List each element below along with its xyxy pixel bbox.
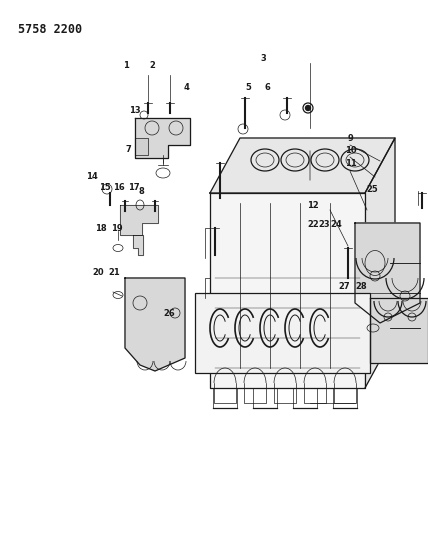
- Polygon shape: [135, 138, 148, 155]
- Text: 14: 14: [86, 173, 98, 181]
- Text: 23: 23: [318, 221, 330, 229]
- Text: 8: 8: [138, 188, 144, 196]
- Polygon shape: [370, 298, 428, 363]
- Text: 27: 27: [339, 282, 351, 291]
- Text: 16: 16: [113, 183, 125, 192]
- Text: 2: 2: [149, 61, 155, 69]
- Text: 25: 25: [366, 185, 378, 193]
- Text: 6: 6: [265, 84, 270, 92]
- Polygon shape: [125, 278, 185, 371]
- Text: 21: 21: [109, 269, 121, 277]
- Text: 3: 3: [260, 54, 266, 63]
- Text: 24: 24: [330, 221, 342, 229]
- Polygon shape: [120, 205, 158, 235]
- Text: 17: 17: [128, 183, 140, 192]
- Text: 10: 10: [345, 146, 357, 155]
- Polygon shape: [210, 193, 365, 388]
- Text: 26: 26: [163, 309, 175, 318]
- Text: 15: 15: [99, 183, 111, 192]
- Polygon shape: [135, 118, 190, 158]
- Text: 12: 12: [306, 201, 318, 209]
- Text: 11: 11: [345, 159, 357, 168]
- Text: 20: 20: [92, 269, 104, 277]
- Polygon shape: [365, 138, 395, 388]
- Text: 19: 19: [110, 224, 122, 232]
- Text: 5758 2200: 5758 2200: [18, 23, 82, 36]
- Text: 5: 5: [245, 84, 251, 92]
- Text: 9: 9: [348, 134, 354, 143]
- Text: 4: 4: [183, 84, 189, 92]
- Bar: [195, 293, 370, 373]
- Text: 1: 1: [123, 61, 129, 69]
- Text: 13: 13: [129, 107, 141, 115]
- Text: 22: 22: [308, 221, 320, 229]
- Text: 18: 18: [95, 224, 107, 232]
- Text: 7: 7: [125, 145, 131, 154]
- Polygon shape: [133, 235, 143, 255]
- Text: 28: 28: [355, 282, 367, 291]
- Polygon shape: [210, 138, 395, 193]
- Polygon shape: [355, 223, 420, 323]
- Circle shape: [306, 106, 310, 110]
